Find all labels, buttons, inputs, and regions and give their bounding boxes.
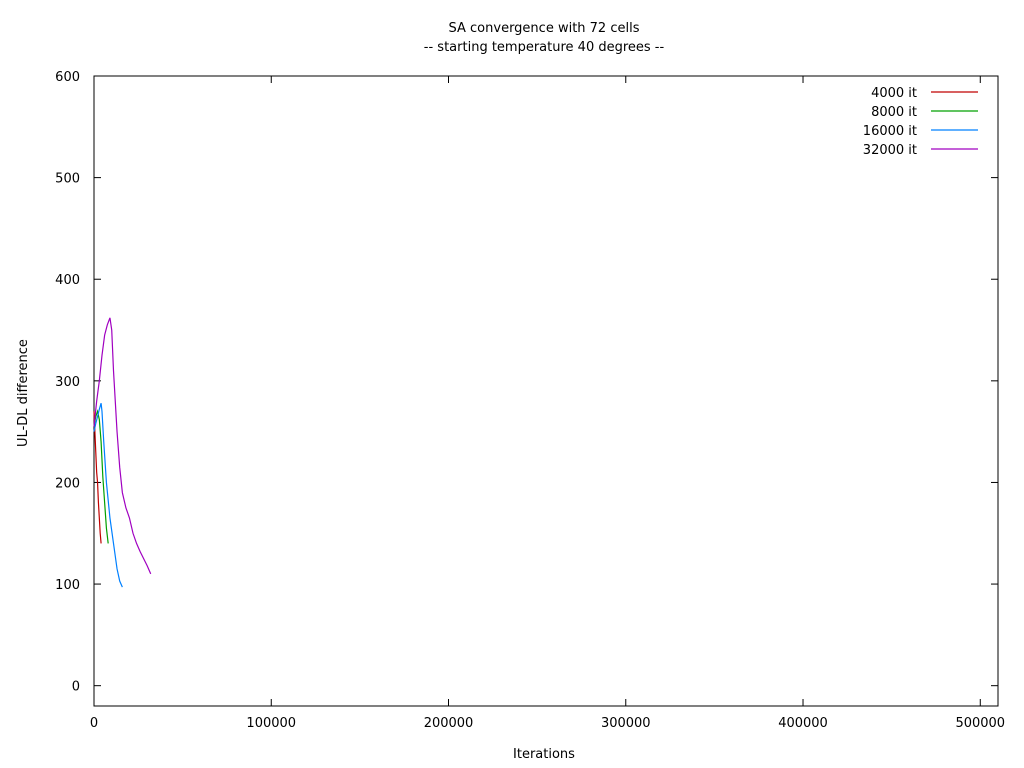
y-tick-label: 300 <box>55 375 80 390</box>
chart-title: SA convergence with 72 cells <box>449 21 640 36</box>
series-line <box>93 411 102 544</box>
x-tick-label: 200000 <box>424 716 474 731</box>
legend: 4000 it 8000 it 16000 it 32000 it <box>863 86 978 158</box>
legend-label: 8000 it <box>871 105 917 120</box>
x-axis-ticks: 0 100000 200000 300000 400000 500000 <box>90 76 1005 731</box>
series-line <box>93 317 152 575</box>
series-lines <box>93 317 152 588</box>
y-tick-label: 600 <box>55 70 80 85</box>
legend-label: 16000 it <box>863 124 917 139</box>
legend-label: 4000 it <box>871 86 917 101</box>
plot-frame <box>93 75 999 707</box>
y-axis-ticks: 0 100 200 300 400 500 600 <box>55 70 998 695</box>
y-tick-label: 200 <box>55 476 80 491</box>
x-tick-label: 500000 <box>955 716 1005 731</box>
y-tick-label: 400 <box>55 273 80 288</box>
series-line <box>93 409 109 544</box>
y-tick-label: 0 <box>72 680 80 695</box>
x-tick-label: 100000 <box>246 716 296 731</box>
x-tick-label: 0 <box>90 716 98 731</box>
y-tick-label: 100 <box>55 578 80 593</box>
x-tick-label: 400000 <box>778 716 828 731</box>
x-axis-label: Iterations <box>513 747 575 762</box>
x-tick-label: 300000 <box>601 716 651 731</box>
legend-label: 32000 it <box>863 143 917 158</box>
chart-subtitle: -- starting temperature 40 degrees -- <box>424 40 665 55</box>
y-axis-label: UL-DL difference <box>16 339 31 447</box>
series-line <box>93 403 123 588</box>
y-tick-label: 500 <box>55 172 80 187</box>
